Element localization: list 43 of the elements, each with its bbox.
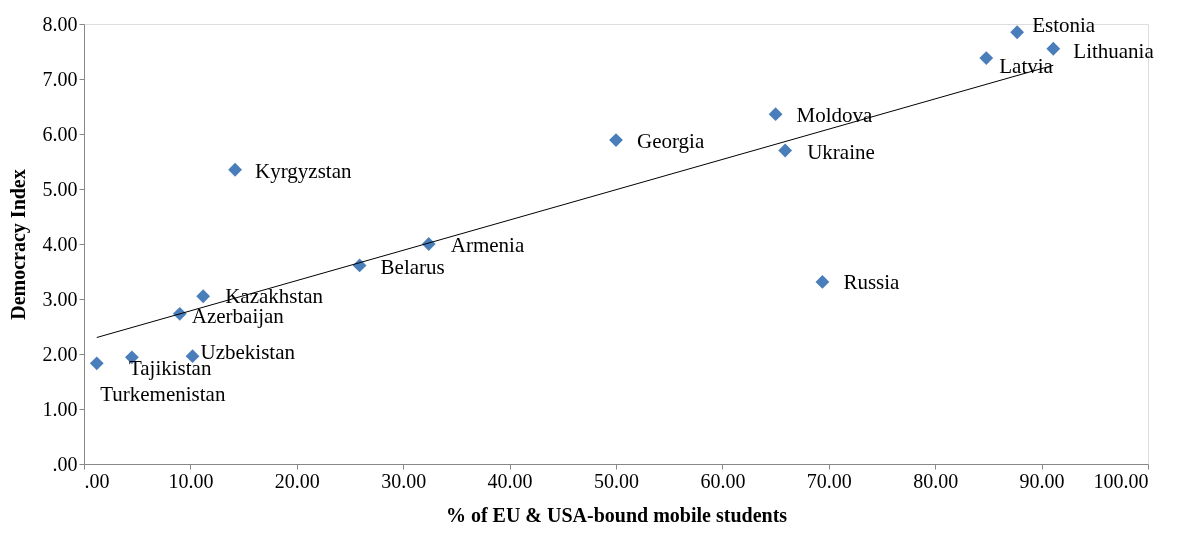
y-tick-label: 1.00 — [42, 397, 78, 420]
y-tick-label: .00 — [52, 452, 78, 475]
x-tick-label: .00 — [84, 469, 110, 492]
annotation: Kyrgyzstan — [255, 158, 353, 183]
y-tick-label: 5.00 — [42, 177, 78, 200]
x-tick-label: 30.00 — [381, 469, 427, 492]
point — [196, 289, 211, 304]
y-tick-label: 6.00 — [42, 122, 78, 145]
y-tick-label: 4.00 — [42, 232, 78, 255]
point — [778, 143, 793, 158]
x-tick-label: 40.00 — [487, 469, 533, 492]
annotation: Lithuania — [1073, 38, 1155, 63]
point — [1010, 25, 1025, 40]
y-tick-label: 3.00 — [42, 287, 78, 310]
x-tick-label: 80.00 — [913, 469, 959, 492]
annotation: Armenia — [450, 233, 525, 257]
x-tick-label: 90.00 — [1019, 469, 1065, 492]
annotation: Estonia — [1032, 13, 1096, 38]
x-tick-label: 20.00 — [274, 469, 320, 492]
annotation: Turkemenistan — [100, 382, 226, 407]
annotation: Azerbaijan — [191, 303, 285, 328]
annotation: Moldova — [796, 103, 874, 128]
point — [768, 107, 783, 122]
annotation: Ukraine — [807, 139, 875, 164]
annotation: Belarus — [380, 255, 445, 280]
y-tick-label: 2.00 — [42, 342, 78, 365]
annotation: Russia — [843, 269, 901, 294]
x-axis-title: % of EU & USA-bound mobile students — [445, 503, 788, 526]
point — [815, 275, 830, 289]
point — [228, 162, 242, 177]
x-tick-label: 10.00 — [168, 469, 214, 492]
y-tick-label: 7.00 — [42, 67, 78, 90]
x-tick-label: 70.00 — [806, 469, 852, 492]
point — [1046, 41, 1061, 56]
x-tick-label: 50.00 — [594, 469, 639, 492]
x-tick-label: 60.00 — [700, 469, 746, 492]
point — [979, 51, 994, 65]
x-tick-label: 100.00 — [1093, 469, 1149, 492]
point — [89, 356, 104, 371]
y-tick-label: 8.00 — [42, 12, 78, 35]
annotation: Georgia — [637, 129, 705, 154]
annotation: Latvia — [999, 54, 1054, 79]
y-axis-title: Democracy Index — [6, 169, 30, 320]
